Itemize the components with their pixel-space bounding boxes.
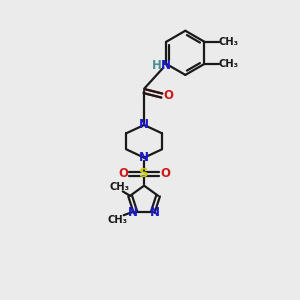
Text: CH₃: CH₃ — [108, 214, 128, 225]
Text: O: O — [118, 167, 128, 180]
Text: O: O — [160, 167, 170, 180]
Text: CH₃: CH₃ — [219, 59, 238, 69]
Text: N: N — [139, 151, 149, 164]
Text: CH₃: CH₃ — [219, 37, 238, 47]
Text: N: N — [161, 59, 171, 72]
Text: S: S — [139, 167, 149, 180]
Text: N: N — [128, 206, 138, 219]
Text: O: O — [163, 89, 173, 102]
Text: N: N — [139, 118, 149, 131]
Text: CH₃: CH₃ — [110, 182, 130, 192]
Text: H: H — [152, 59, 162, 72]
Text: N: N — [150, 206, 160, 219]
